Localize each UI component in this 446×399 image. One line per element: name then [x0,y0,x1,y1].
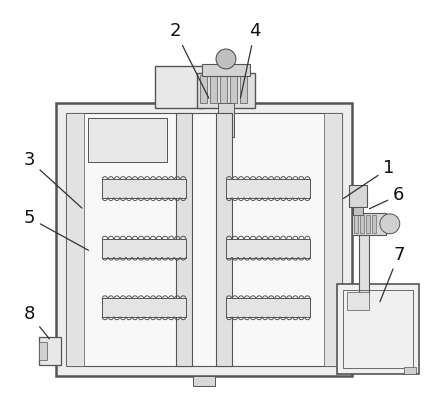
Bar [360,215,364,233]
Bar [156,66,203,108]
Text: 3: 3 [24,151,82,208]
Circle shape [216,49,236,69]
Bar [193,376,215,386]
Bar [354,215,358,233]
Bar [337,284,419,374]
Text: 5: 5 [24,209,88,250]
Bar [202,64,250,76]
Bar [353,207,363,215]
Bar [220,75,227,103]
Bar [343,290,413,368]
Text: 7: 7 [380,246,405,302]
Circle shape [380,214,400,234]
Bar [404,367,416,374]
Bar [102,239,186,258]
Bar [216,113,232,366]
Bar [102,179,186,198]
Bar [102,298,186,317]
Text: 2: 2 [169,22,209,98]
Bar [66,113,84,366]
Text: 8: 8 [24,305,50,339]
Text: 1: 1 [343,159,395,198]
Bar [39,342,47,360]
Bar [226,179,310,198]
Bar [210,75,217,103]
Bar [347,292,369,310]
Bar [366,215,370,233]
Bar [226,298,310,317]
Bar [197,73,255,108]
Text: 6: 6 [369,186,405,209]
Text: 4: 4 [240,22,260,98]
Bar [56,103,352,376]
Bar [39,337,61,365]
Bar [240,75,247,103]
Bar [372,215,376,233]
Bar [218,103,234,137]
Bar [352,213,386,235]
Bar [230,75,237,103]
Bar [176,113,192,366]
Bar [66,113,342,366]
Bar [359,235,369,294]
Bar [200,75,207,103]
Bar [324,113,342,366]
Bar [88,118,167,162]
Bar [226,239,310,258]
Bar [349,185,367,207]
